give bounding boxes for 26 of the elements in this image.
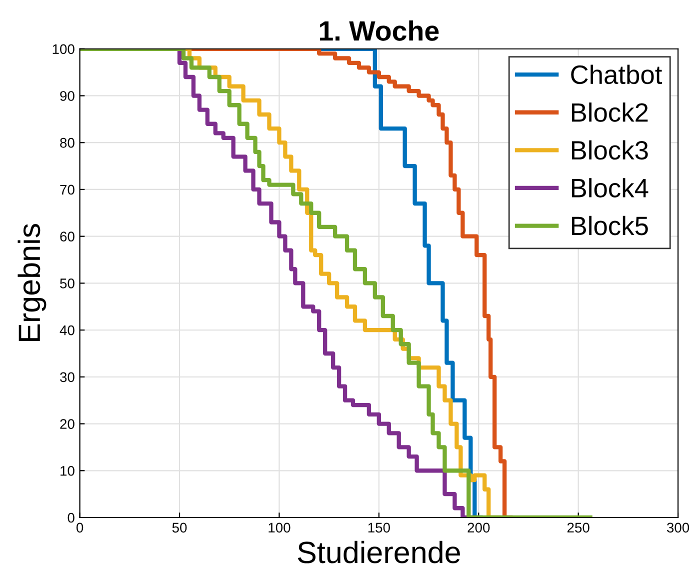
y-tick-label: 0 xyxy=(68,512,74,523)
chart-title: 1. Woche xyxy=(320,20,439,41)
y-tick-label: 50 xyxy=(60,278,74,288)
x-tick-label: 300 xyxy=(666,522,690,533)
y-tick-label: 60 xyxy=(60,232,74,242)
legend-label: Chatbot xyxy=(571,64,662,84)
legend-label: Block3 xyxy=(572,140,648,160)
y-tick-label: 70 xyxy=(60,184,74,195)
y-tick-label: 10 xyxy=(60,466,74,476)
x-tick-label: 150 xyxy=(368,522,390,533)
y-tick-label: 100 xyxy=(52,44,74,54)
y-tick-label: 20 xyxy=(60,419,74,429)
y-tick-label: 30 xyxy=(60,372,74,382)
x-tick-label: 200 xyxy=(468,522,490,533)
y-tick-label: 90 xyxy=(60,91,74,101)
x-axis-title: Studierende xyxy=(298,540,460,564)
y-tick-label: 40 xyxy=(60,325,74,336)
y-axis-title: Ergebnis xyxy=(18,224,46,341)
x-tick-label: 50 xyxy=(172,522,187,533)
x-tick-label: 0 xyxy=(76,522,84,533)
x-tick-label: 250 xyxy=(567,522,590,533)
x-tick-label: 100 xyxy=(268,522,290,533)
y-tick-label: 80 xyxy=(60,138,74,148)
legend-label: Block4 xyxy=(572,178,648,198)
legend-label: Block2 xyxy=(572,102,648,122)
legend-label: Block5 xyxy=(572,216,648,236)
